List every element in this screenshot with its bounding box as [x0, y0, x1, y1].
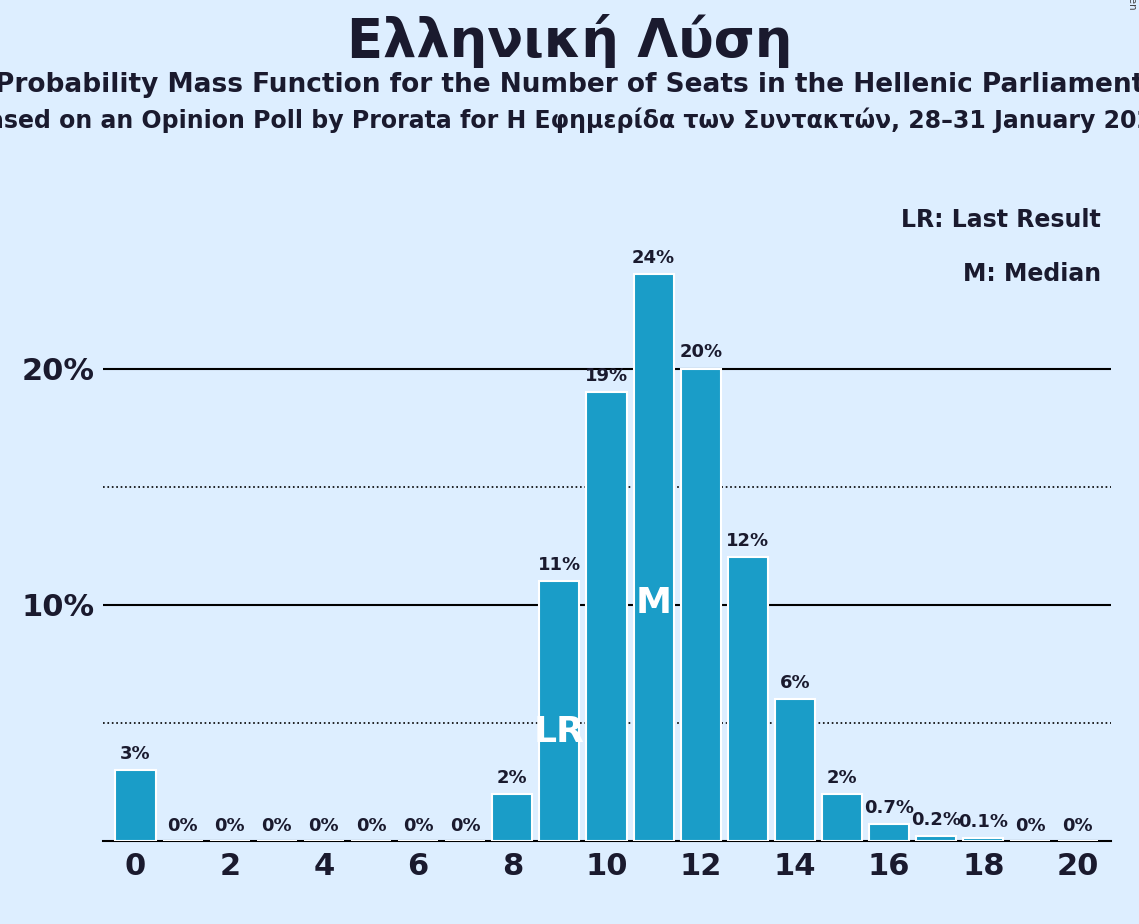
Bar: [916, 836, 957, 841]
Text: 3%: 3%: [121, 745, 150, 763]
Bar: [587, 392, 626, 841]
Bar: [633, 274, 673, 841]
Text: 19%: 19%: [585, 367, 628, 385]
Text: M: M: [636, 586, 672, 620]
Text: 0%: 0%: [262, 817, 292, 835]
Bar: [492, 794, 532, 841]
Text: Based on an Opinion Poll by Prorata for Η Εφημερίδα των Συντακτών, 28–31 January: Based on an Opinion Poll by Prorata for …: [0, 107, 1139, 133]
Text: 2%: 2%: [497, 769, 527, 786]
Text: 20%: 20%: [679, 344, 722, 361]
Text: Ελληνική Λύση: Ελληνική Λύση: [346, 14, 793, 67]
Text: Probability Mass Function for the Number of Seats in the Hellenic Parliament: Probability Mass Function for the Number…: [0, 72, 1139, 98]
Text: 0%: 0%: [450, 817, 481, 835]
Bar: [681, 369, 721, 841]
Text: 0%: 0%: [1015, 817, 1046, 835]
Text: 0%: 0%: [309, 817, 339, 835]
Bar: [775, 699, 814, 841]
Text: 6%: 6%: [779, 675, 810, 692]
Text: 11%: 11%: [538, 556, 581, 574]
Text: 0.2%: 0.2%: [911, 811, 961, 829]
Text: 0%: 0%: [1063, 817, 1092, 835]
Text: 0%: 0%: [167, 817, 198, 835]
Text: 0%: 0%: [214, 817, 245, 835]
Bar: [822, 794, 862, 841]
Text: 0.7%: 0.7%: [865, 799, 915, 817]
Bar: [540, 581, 580, 841]
Text: 0%: 0%: [403, 817, 434, 835]
Text: © 2022 Filip van Laenen: © 2022 Filip van Laenen: [1126, 0, 1137, 9]
Bar: [964, 838, 1003, 841]
Text: LR: LR: [534, 715, 584, 748]
Text: 2%: 2%: [827, 769, 858, 786]
Text: M: Median: M: Median: [962, 262, 1101, 286]
Bar: [728, 557, 768, 841]
Text: 0.1%: 0.1%: [958, 813, 1008, 832]
Text: 24%: 24%: [632, 249, 675, 267]
Text: 12%: 12%: [727, 532, 769, 551]
Text: LR: Last Result: LR: Last Result: [901, 208, 1101, 232]
Bar: [115, 770, 156, 841]
Bar: [869, 824, 909, 841]
Text: 0%: 0%: [355, 817, 386, 835]
